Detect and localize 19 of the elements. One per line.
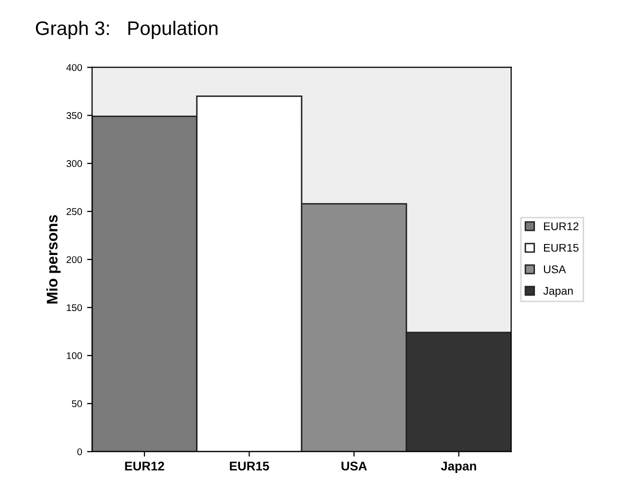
legend-label: USA	[544, 265, 566, 274]
legend-label: EUR12	[544, 222, 578, 230]
legend-label: EUR15	[544, 244, 578, 252]
y-tick-label: 100	[66, 352, 82, 360]
chart-title: Graph 3: Population	[36, 20, 218, 39]
x-tick-label: Japan	[440, 462, 476, 473]
y-tick-label: 350	[66, 112, 82, 120]
legend-label: Japan	[543, 287, 573, 297]
y-tick-label: 400	[66, 64, 82, 71]
x-tick-label: USA	[342, 462, 367, 470]
y-axis-title: Mio persons	[46, 215, 61, 304]
y-tick-label: 200	[66, 256, 82, 264]
y-tick-label: 300	[66, 160, 82, 168]
y-tick-label: 150	[66, 304, 82, 312]
y-tick-label: 250	[66, 208, 82, 216]
y-tick-label: 50	[72, 400, 82, 408]
x-tick-label: EUR12	[125, 462, 164, 470]
y-tick-label: 0	[77, 448, 82, 456]
x-tick-label: EUR15	[230, 462, 270, 470]
